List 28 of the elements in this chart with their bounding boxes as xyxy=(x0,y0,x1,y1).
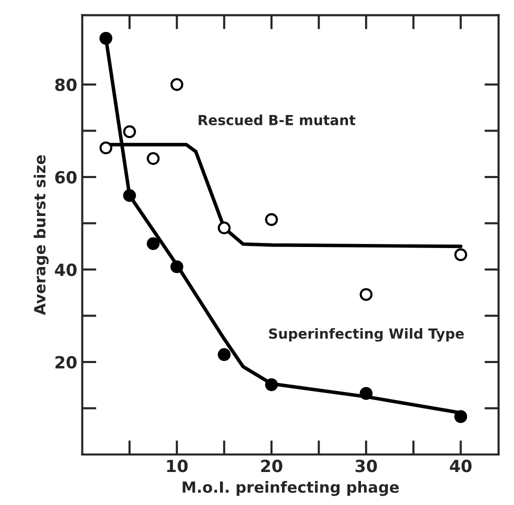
point xyxy=(360,288,373,301)
x-tick-label: 20 xyxy=(261,460,282,472)
series-label: Rescued B-E mutant xyxy=(198,114,356,126)
point xyxy=(265,378,278,392)
point xyxy=(360,387,373,400)
text: Superinfecting Wild Type xyxy=(269,328,464,342)
point xyxy=(123,189,136,202)
point xyxy=(454,410,468,423)
y-axis-title: Average burst size xyxy=(34,155,49,316)
x-axis-title: M.o.I. preinfecting phage xyxy=(182,481,399,496)
y-tick-label: 20 xyxy=(56,356,77,369)
point xyxy=(99,32,112,45)
y-tick-label: 40 xyxy=(54,263,77,276)
point xyxy=(146,152,160,165)
point xyxy=(99,141,112,154)
point xyxy=(218,348,231,362)
y-tick-label: 80 xyxy=(55,78,77,92)
point xyxy=(218,221,231,234)
point xyxy=(170,260,184,274)
point xyxy=(146,237,160,250)
point xyxy=(265,213,278,226)
point xyxy=(454,248,468,262)
x-tick-label: 10 xyxy=(167,460,188,472)
y-tick-label: 60 xyxy=(55,170,77,184)
point xyxy=(170,78,184,91)
point xyxy=(123,125,136,138)
x-tick-label: 40 xyxy=(450,460,472,472)
x-tick-label: 30 xyxy=(356,460,377,472)
